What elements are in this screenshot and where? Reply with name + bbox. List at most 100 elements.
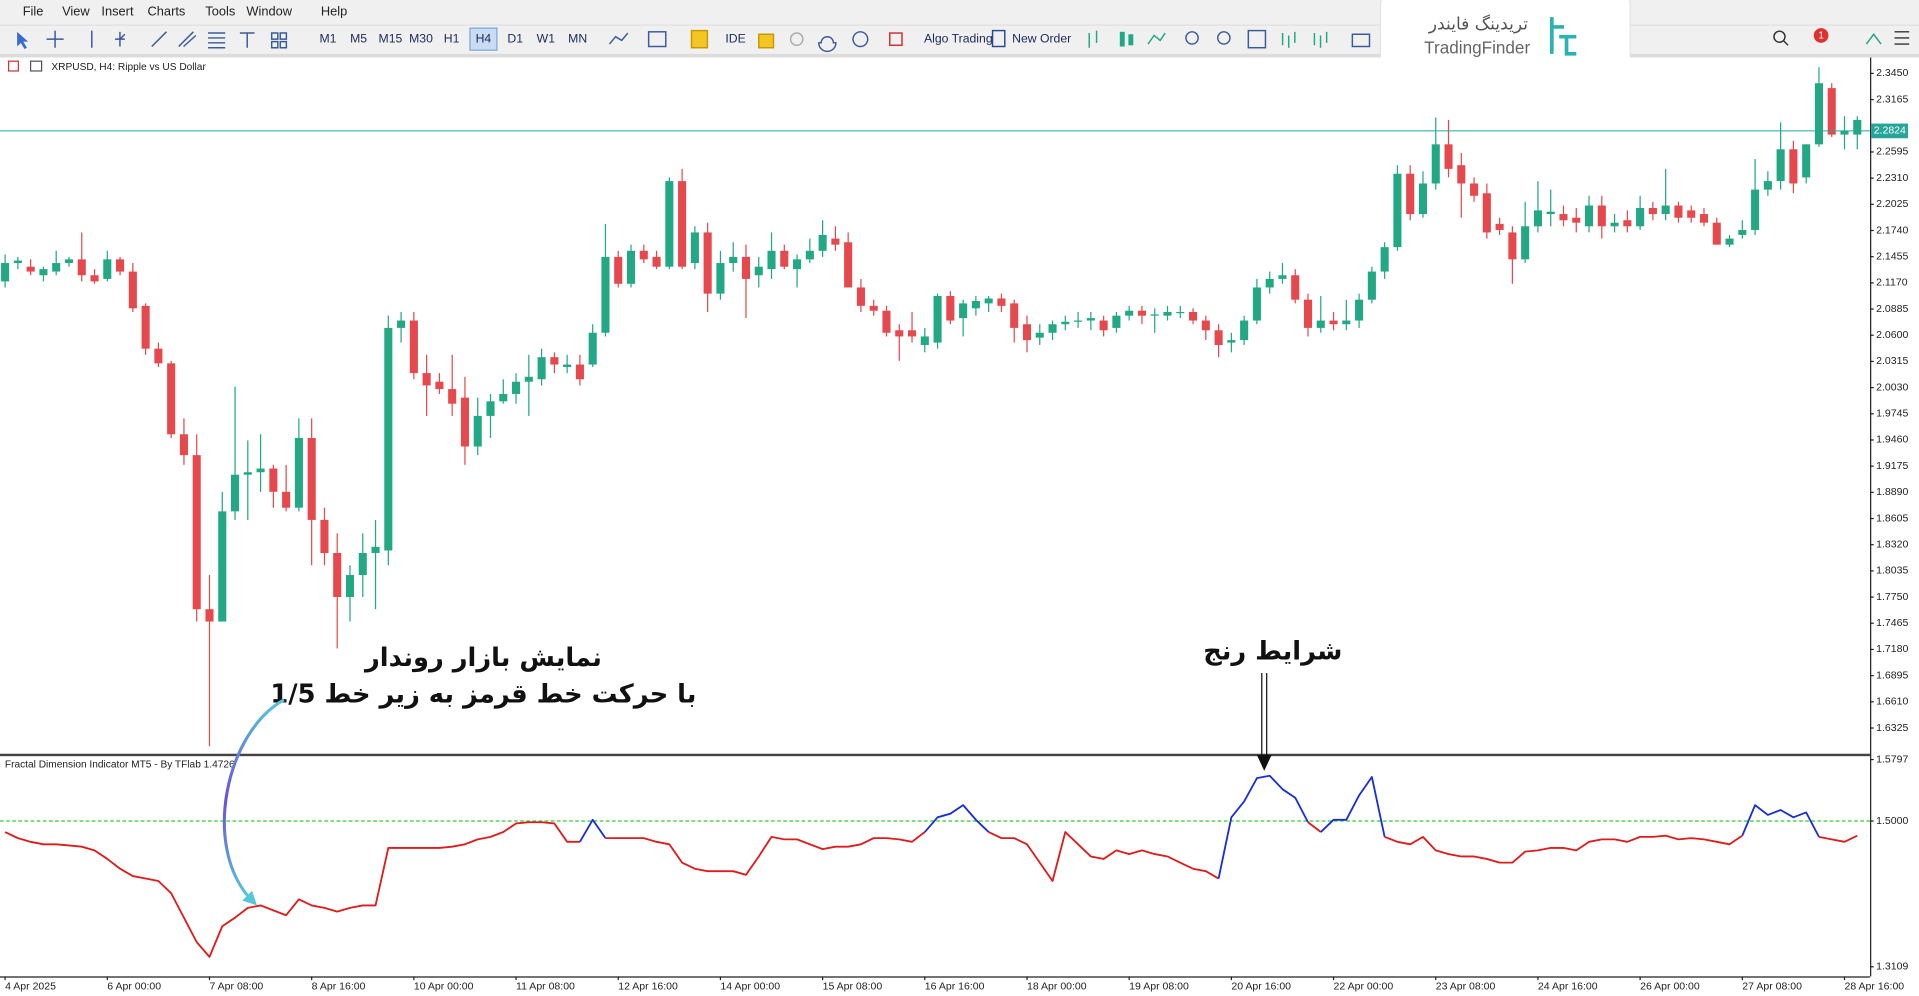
toolbar-icons <box>17 29 1910 53</box>
y-tick-label: 2.1455 <box>1876 250 1908 262</box>
candle-body <box>729 256 738 264</box>
menu-item[interactable]: Charts <box>148 4 186 19</box>
symbol-icon-2 <box>29 60 43 72</box>
candle-body <box>1048 324 1057 333</box>
candle-body <box>1125 310 1134 316</box>
candle-body <box>1584 205 1594 227</box>
zoom-out[interactable] <box>1216 31 1231 45</box>
y-tick-label: 1.6325 <box>1876 722 1908 734</box>
x-tick-label: 7 Apr 08:00 <box>209 981 263 993</box>
candles-button[interactable] <box>1119 31 1125 47</box>
vps-button[interactable] <box>789 32 804 47</box>
candle-body <box>1278 275 1287 279</box>
candle-body <box>103 259 112 279</box>
price-axis <box>1870 57 1919 996</box>
candle-body <box>1342 320 1351 325</box>
candle-body <box>39 269 48 276</box>
timeframe-button[interactable]: H1 <box>444 31 460 45</box>
candle-body <box>984 298 993 304</box>
candle-body <box>1176 311 1185 314</box>
bars-button[interactable] <box>1088 30 1098 48</box>
menu-item[interactable]: Insert <box>101 4 134 19</box>
candle-body <box>1712 222 1721 245</box>
zoom-in[interactable] <box>1185 31 1199 45</box>
candle-body <box>358 552 367 576</box>
candle-body <box>1751 189 1760 230</box>
order-icon[interactable] <box>991 29 1006 48</box>
algo-icon[interactable] <box>889 32 903 47</box>
timeframe-button[interactable]: M1 <box>319 31 336 45</box>
y-tick-label: 2.3450 <box>1876 67 1908 79</box>
signals-button[interactable] <box>758 33 775 49</box>
menu-item[interactable]: File <box>23 4 44 19</box>
grid-button[interactable] <box>1247 29 1267 49</box>
candle-body <box>179 434 188 456</box>
connect-button[interactable] <box>852 31 869 48</box>
candle-body <box>933 296 942 343</box>
candle-body <box>1853 119 1862 135</box>
crosshair-tool[interactable] <box>46 30 64 48</box>
candle-body <box>895 330 904 337</box>
candle-body <box>371 546 380 553</box>
timeframe-button[interactable]: M30 <box>409 31 433 45</box>
menu-item[interactable]: Tools <box>205 4 235 19</box>
line-chart-button[interactable] <box>1147 32 1166 45</box>
shift-button[interactable] <box>1281 31 1296 48</box>
candle-body <box>614 256 623 284</box>
candle-body <box>1227 340 1236 343</box>
candle-body <box>486 401 495 416</box>
market-button[interactable] <box>690 29 709 49</box>
x-tick-label: 10 Apr 00:00 <box>414 981 474 993</box>
channel-tool[interactable] <box>178 31 197 48</box>
y-tick-label: 2.3165 <box>1876 93 1908 105</box>
timeframe-button[interactable]: MN <box>568 31 587 45</box>
y-tick-label: 2.2310 <box>1876 172 1908 184</box>
timeframe-active <box>469 27 498 51</box>
logo-persian: تریدینگ فایندر <box>1428 13 1529 34</box>
line-tool[interactable] <box>151 31 167 48</box>
menu-item[interactable]: Window <box>246 4 292 19</box>
timeframe-button[interactable]: W1 <box>537 31 556 45</box>
candle-body <box>192 455 201 610</box>
indicators-button[interactable] <box>608 32 629 45</box>
symbol-icon <box>7 60 19 72</box>
candle-body <box>333 552 342 597</box>
candle-body <box>90 275 99 282</box>
screenshot-button[interactable] <box>1351 33 1371 48</box>
cursor-tool[interactable] <box>17 31 29 49</box>
ide-button[interactable]: IDE <box>725 31 745 45</box>
search-button[interactable] <box>1773 30 1786 43</box>
candle-body <box>780 250 789 267</box>
candle-body <box>243 472 252 475</box>
candle-body <box>320 519 329 553</box>
text-tool[interactable] <box>239 32 255 48</box>
menu-item[interactable]: View <box>62 4 90 19</box>
y-tick-label: 2.1170 <box>1876 277 1908 289</box>
trend-tool[interactable] <box>115 31 126 47</box>
candle-body <box>1648 207 1657 215</box>
candle-body <box>1010 303 1019 328</box>
cloud-button[interactable] <box>818 35 837 53</box>
timeframe-button[interactable]: M5 <box>350 31 367 45</box>
range-arrowhead <box>1256 754 1272 771</box>
shapes-tool[interactable] <box>270 32 288 49</box>
candle-body <box>767 250 776 270</box>
search-handle <box>1782 39 1789 46</box>
timeframe-button[interactable]: M15 <box>379 31 403 45</box>
templates-button[interactable] <box>647 31 667 48</box>
autoscroll-button[interactable] <box>1313 31 1328 48</box>
timeframe-button[interactable]: H4 <box>476 31 492 45</box>
candle-body <box>1022 324 1032 341</box>
notification-badge[interactable] <box>1813 28 1829 43</box>
menu-item[interactable]: Help <box>321 4 347 19</box>
candle-body <box>1201 320 1210 331</box>
new-order-button[interactable]: New Order <box>1012 31 1071 45</box>
timeframe-button[interactable]: D1 <box>507 31 523 45</box>
options-button[interactable] <box>1894 31 1910 45</box>
algo-trading-button[interactable]: Algo Trading <box>924 31 993 45</box>
candles-button-2[interactable] <box>1128 34 1134 46</box>
fibo-tool[interactable] <box>208 32 226 49</box>
indicator-line <box>1307 821 1322 833</box>
y-tick-label: 1.3109 <box>1876 961 1908 973</box>
